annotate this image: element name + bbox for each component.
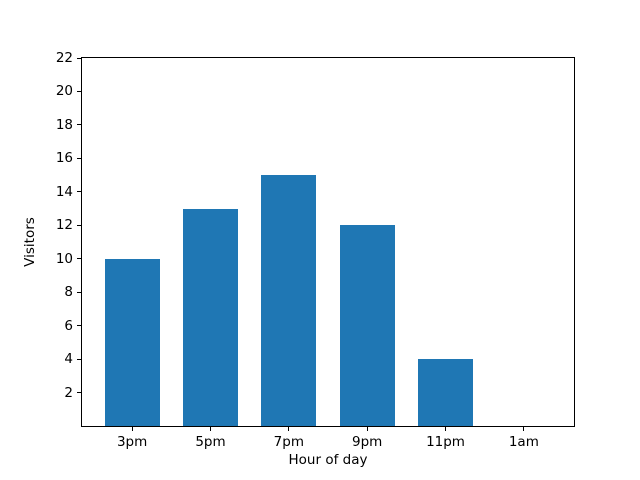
y-tick-mark xyxy=(77,325,81,327)
y-tick-label: 6 xyxy=(64,317,73,334)
y-tick-label: 20 xyxy=(55,83,73,100)
x-tick-label: 7pm xyxy=(273,434,304,450)
y-axis-title: Visitors xyxy=(22,217,38,267)
x-tick-mark xyxy=(288,427,290,431)
bar-9pm xyxy=(339,225,395,426)
x-axis-title: Hour of day xyxy=(288,452,368,468)
x-tick-mark xyxy=(523,427,525,431)
y-tick-label: 2 xyxy=(64,384,73,401)
y-tick-mark xyxy=(77,191,81,193)
y-tick-mark xyxy=(77,258,81,260)
y-tick-label: 8 xyxy=(64,284,73,301)
x-tick-label: 1am xyxy=(508,434,539,450)
y-tick-label: 18 xyxy=(55,116,73,133)
x-tick-label: 3pm xyxy=(116,434,148,450)
y-tick-mark xyxy=(77,157,81,159)
y-tick-mark xyxy=(77,291,81,293)
bar-3pm xyxy=(104,258,160,426)
bar-5pm xyxy=(183,208,238,426)
y-tick-label: 4 xyxy=(64,351,73,368)
x-tick-mark xyxy=(366,427,368,431)
y-tick-label: 14 xyxy=(55,183,73,200)
x-tick-mark xyxy=(209,427,211,431)
y-tick-mark xyxy=(77,124,81,126)
plot-area: 2 4 6 8 10 12 14 16 18 20 22 3pm 5pm 7pm 9pm 11pm 1am xyxy=(56,50,575,450)
y-tick-mark xyxy=(77,57,81,59)
x-tick-label: 9pm xyxy=(352,434,383,450)
y-tick-mark xyxy=(77,224,81,226)
bar-11pm xyxy=(418,359,473,426)
y-tick-label: 22 xyxy=(55,50,73,66)
y-tick-label: 12 xyxy=(55,217,73,234)
x-tick-mark xyxy=(131,427,133,431)
y-tick-mark xyxy=(77,90,81,92)
y-tick-mark xyxy=(77,358,81,360)
x-tick-mark xyxy=(445,427,447,431)
y-tick-label: 10 xyxy=(55,250,73,267)
x-tick-label: 11pm xyxy=(426,434,465,450)
x-tick-label: 5pm xyxy=(195,434,226,450)
bar-7pm xyxy=(261,175,317,426)
y-tick-label: 16 xyxy=(55,150,73,167)
y-tick-mark xyxy=(77,392,81,394)
